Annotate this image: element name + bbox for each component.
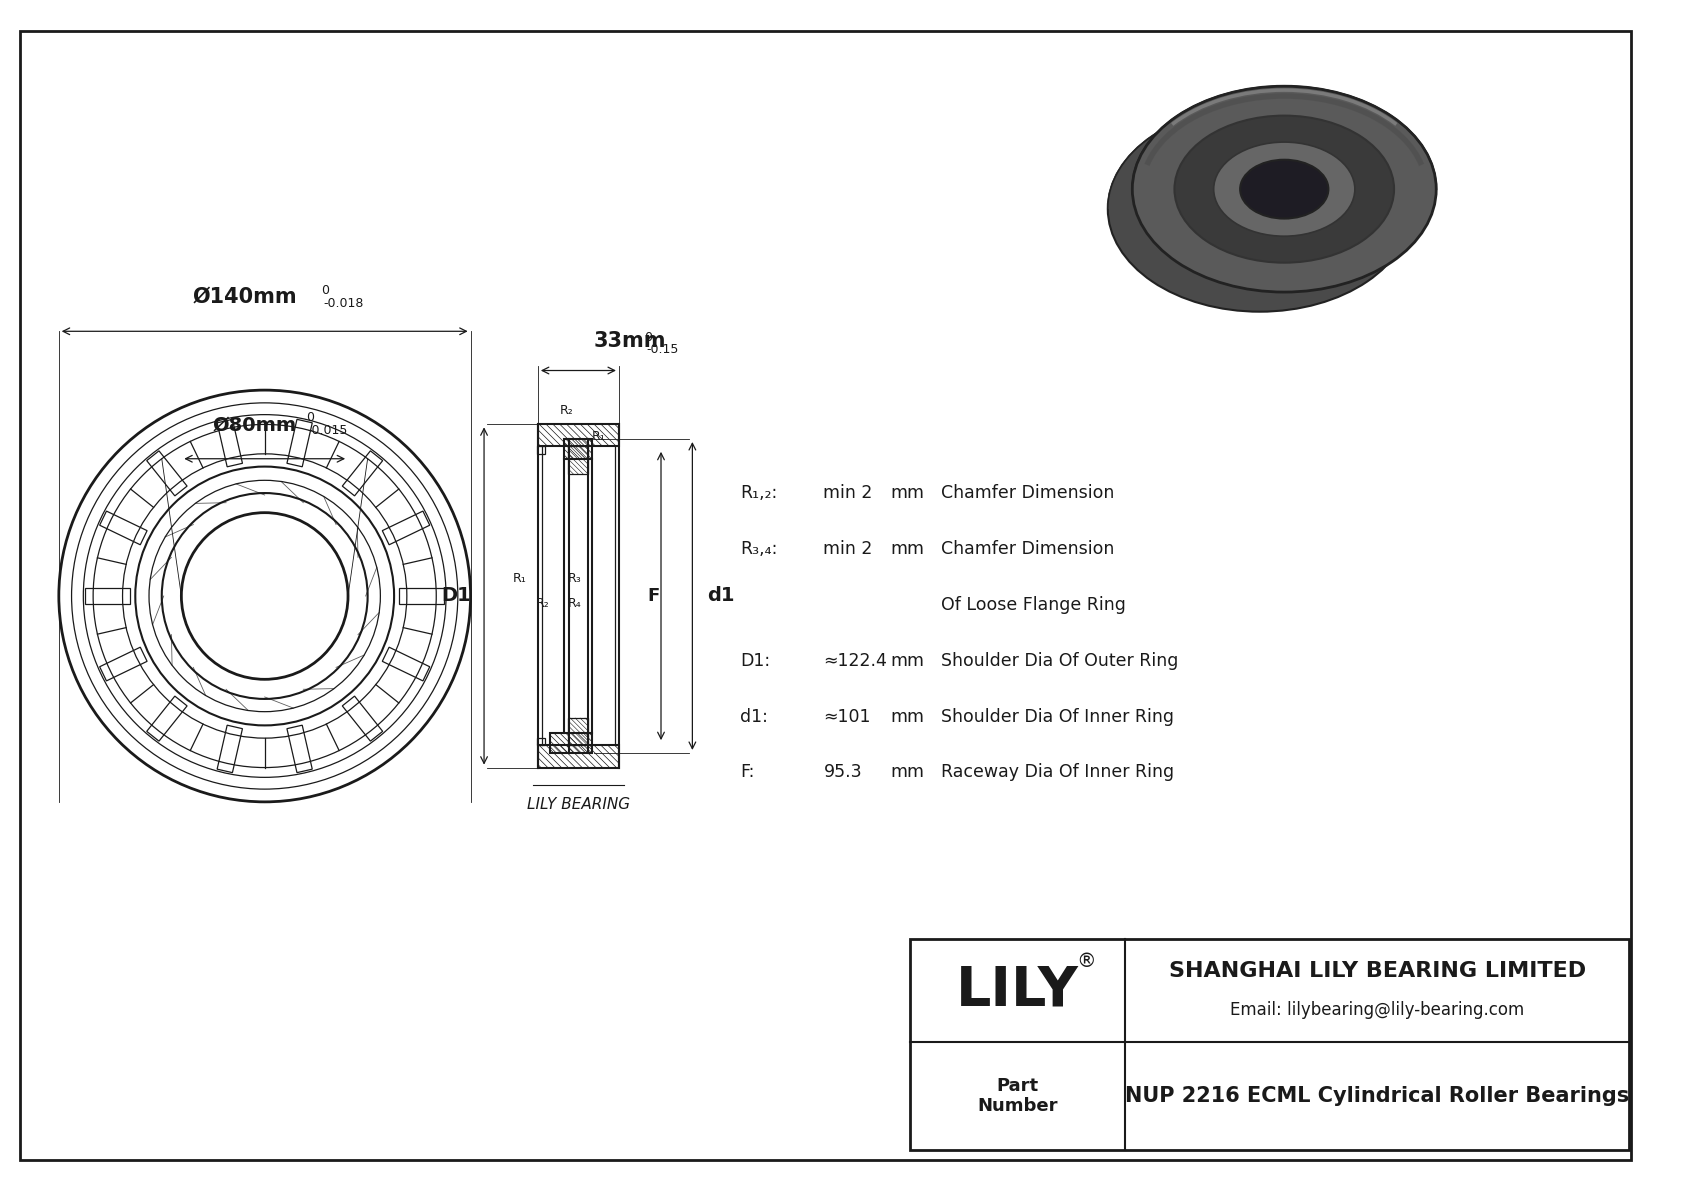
Ellipse shape: [1108, 106, 1411, 312]
Text: 0: 0: [643, 331, 652, 344]
Text: NUP 2216 ECML Cylindrical Roller Bearings: NUP 2216 ECML Cylindrical Roller Bearing…: [1125, 1086, 1630, 1106]
Bar: [86, 588, 130, 604]
Text: R₁,₂:: R₁,₂:: [741, 484, 778, 503]
Text: D1:: D1:: [741, 651, 770, 669]
Bar: [569, 447, 588, 474]
Text: LILY: LILY: [957, 964, 1079, 1017]
Text: 33mm: 33mm: [593, 331, 665, 351]
Bar: [286, 419, 312, 467]
Text: D1: D1: [441, 586, 472, 605]
Text: -0.018: -0.018: [323, 297, 364, 310]
Text: R₂: R₂: [559, 404, 574, 417]
Polygon shape: [1216, 160, 1329, 208]
Text: Raceway Dia Of Inner Ring: Raceway Dia Of Inner Ring: [941, 763, 1174, 781]
Text: F:: F:: [741, 763, 754, 781]
Bar: [537, 447, 546, 454]
Text: -0.015: -0.015: [308, 424, 349, 437]
Bar: [537, 737, 546, 746]
Bar: [342, 451, 382, 495]
Text: Of Loose Flange Ring: Of Loose Flange Ring: [941, 596, 1127, 613]
Bar: [537, 424, 618, 447]
Text: ≈101: ≈101: [823, 707, 871, 725]
Text: R₃,₄:: R₃,₄:: [741, 540, 778, 557]
Text: d1:: d1:: [741, 707, 768, 725]
Bar: [147, 696, 187, 741]
Ellipse shape: [1214, 142, 1356, 236]
Text: d1: d1: [707, 586, 734, 605]
Text: Ø140mm: Ø140mm: [192, 287, 298, 307]
Text: mm: mm: [891, 651, 925, 669]
Text: mm: mm: [891, 707, 925, 725]
Bar: [909, 940, 1630, 1149]
Text: Shoulder Dia Of Inner Ring: Shoulder Dia Of Inner Ring: [941, 707, 1174, 725]
Text: Shoulder Dia Of Outer Ring: Shoulder Dia Of Outer Ring: [941, 651, 1179, 669]
Text: F: F: [647, 587, 658, 605]
Text: Part
Number: Part Number: [977, 1077, 1058, 1115]
Text: ®: ®: [1076, 952, 1096, 971]
Text: Email: lilybearing@lily-bearing.com: Email: lilybearing@lily-bearing.com: [1231, 1002, 1524, 1019]
Ellipse shape: [1216, 180, 1303, 238]
Text: Ø80mm: Ø80mm: [212, 416, 296, 435]
Ellipse shape: [1174, 116, 1394, 263]
Text: mm: mm: [891, 540, 925, 557]
Text: R₄: R₄: [568, 598, 581, 610]
Text: Chamfer Dimension: Chamfer Dimension: [941, 484, 1115, 503]
Ellipse shape: [1239, 160, 1329, 219]
Bar: [382, 511, 429, 544]
Bar: [537, 746, 618, 767]
Bar: [399, 588, 445, 604]
Text: Chamfer Dimension: Chamfer Dimension: [941, 540, 1115, 557]
Text: R₃: R₃: [568, 572, 581, 585]
Ellipse shape: [1132, 86, 1436, 292]
Text: ≈122.4: ≈122.4: [823, 651, 887, 669]
Text: R₁: R₁: [593, 430, 606, 443]
Text: 0: 0: [322, 283, 330, 297]
Text: -0.15: -0.15: [647, 343, 679, 356]
Bar: [217, 419, 242, 467]
Text: mm: mm: [891, 763, 925, 781]
Bar: [147, 451, 187, 495]
Text: 95.3: 95.3: [823, 763, 862, 781]
Bar: [99, 647, 147, 681]
Bar: [549, 734, 593, 753]
Text: 0: 0: [306, 411, 313, 424]
Bar: [569, 718, 588, 746]
Bar: [564, 439, 593, 459]
Bar: [382, 647, 429, 681]
Text: min 2: min 2: [823, 540, 872, 557]
Bar: [99, 511, 147, 544]
Text: min 2: min 2: [823, 484, 872, 503]
Text: LILY BEARING: LILY BEARING: [527, 797, 630, 812]
Text: R₁: R₁: [512, 572, 525, 585]
Bar: [342, 696, 382, 741]
Text: SHANGHAI LILY BEARING LIMITED: SHANGHAI LILY BEARING LIMITED: [1169, 961, 1586, 981]
Bar: [217, 725, 242, 773]
Bar: [286, 725, 312, 773]
Text: mm: mm: [891, 484, 925, 503]
Text: R₂: R₂: [536, 598, 549, 610]
Polygon shape: [1108, 86, 1436, 208]
